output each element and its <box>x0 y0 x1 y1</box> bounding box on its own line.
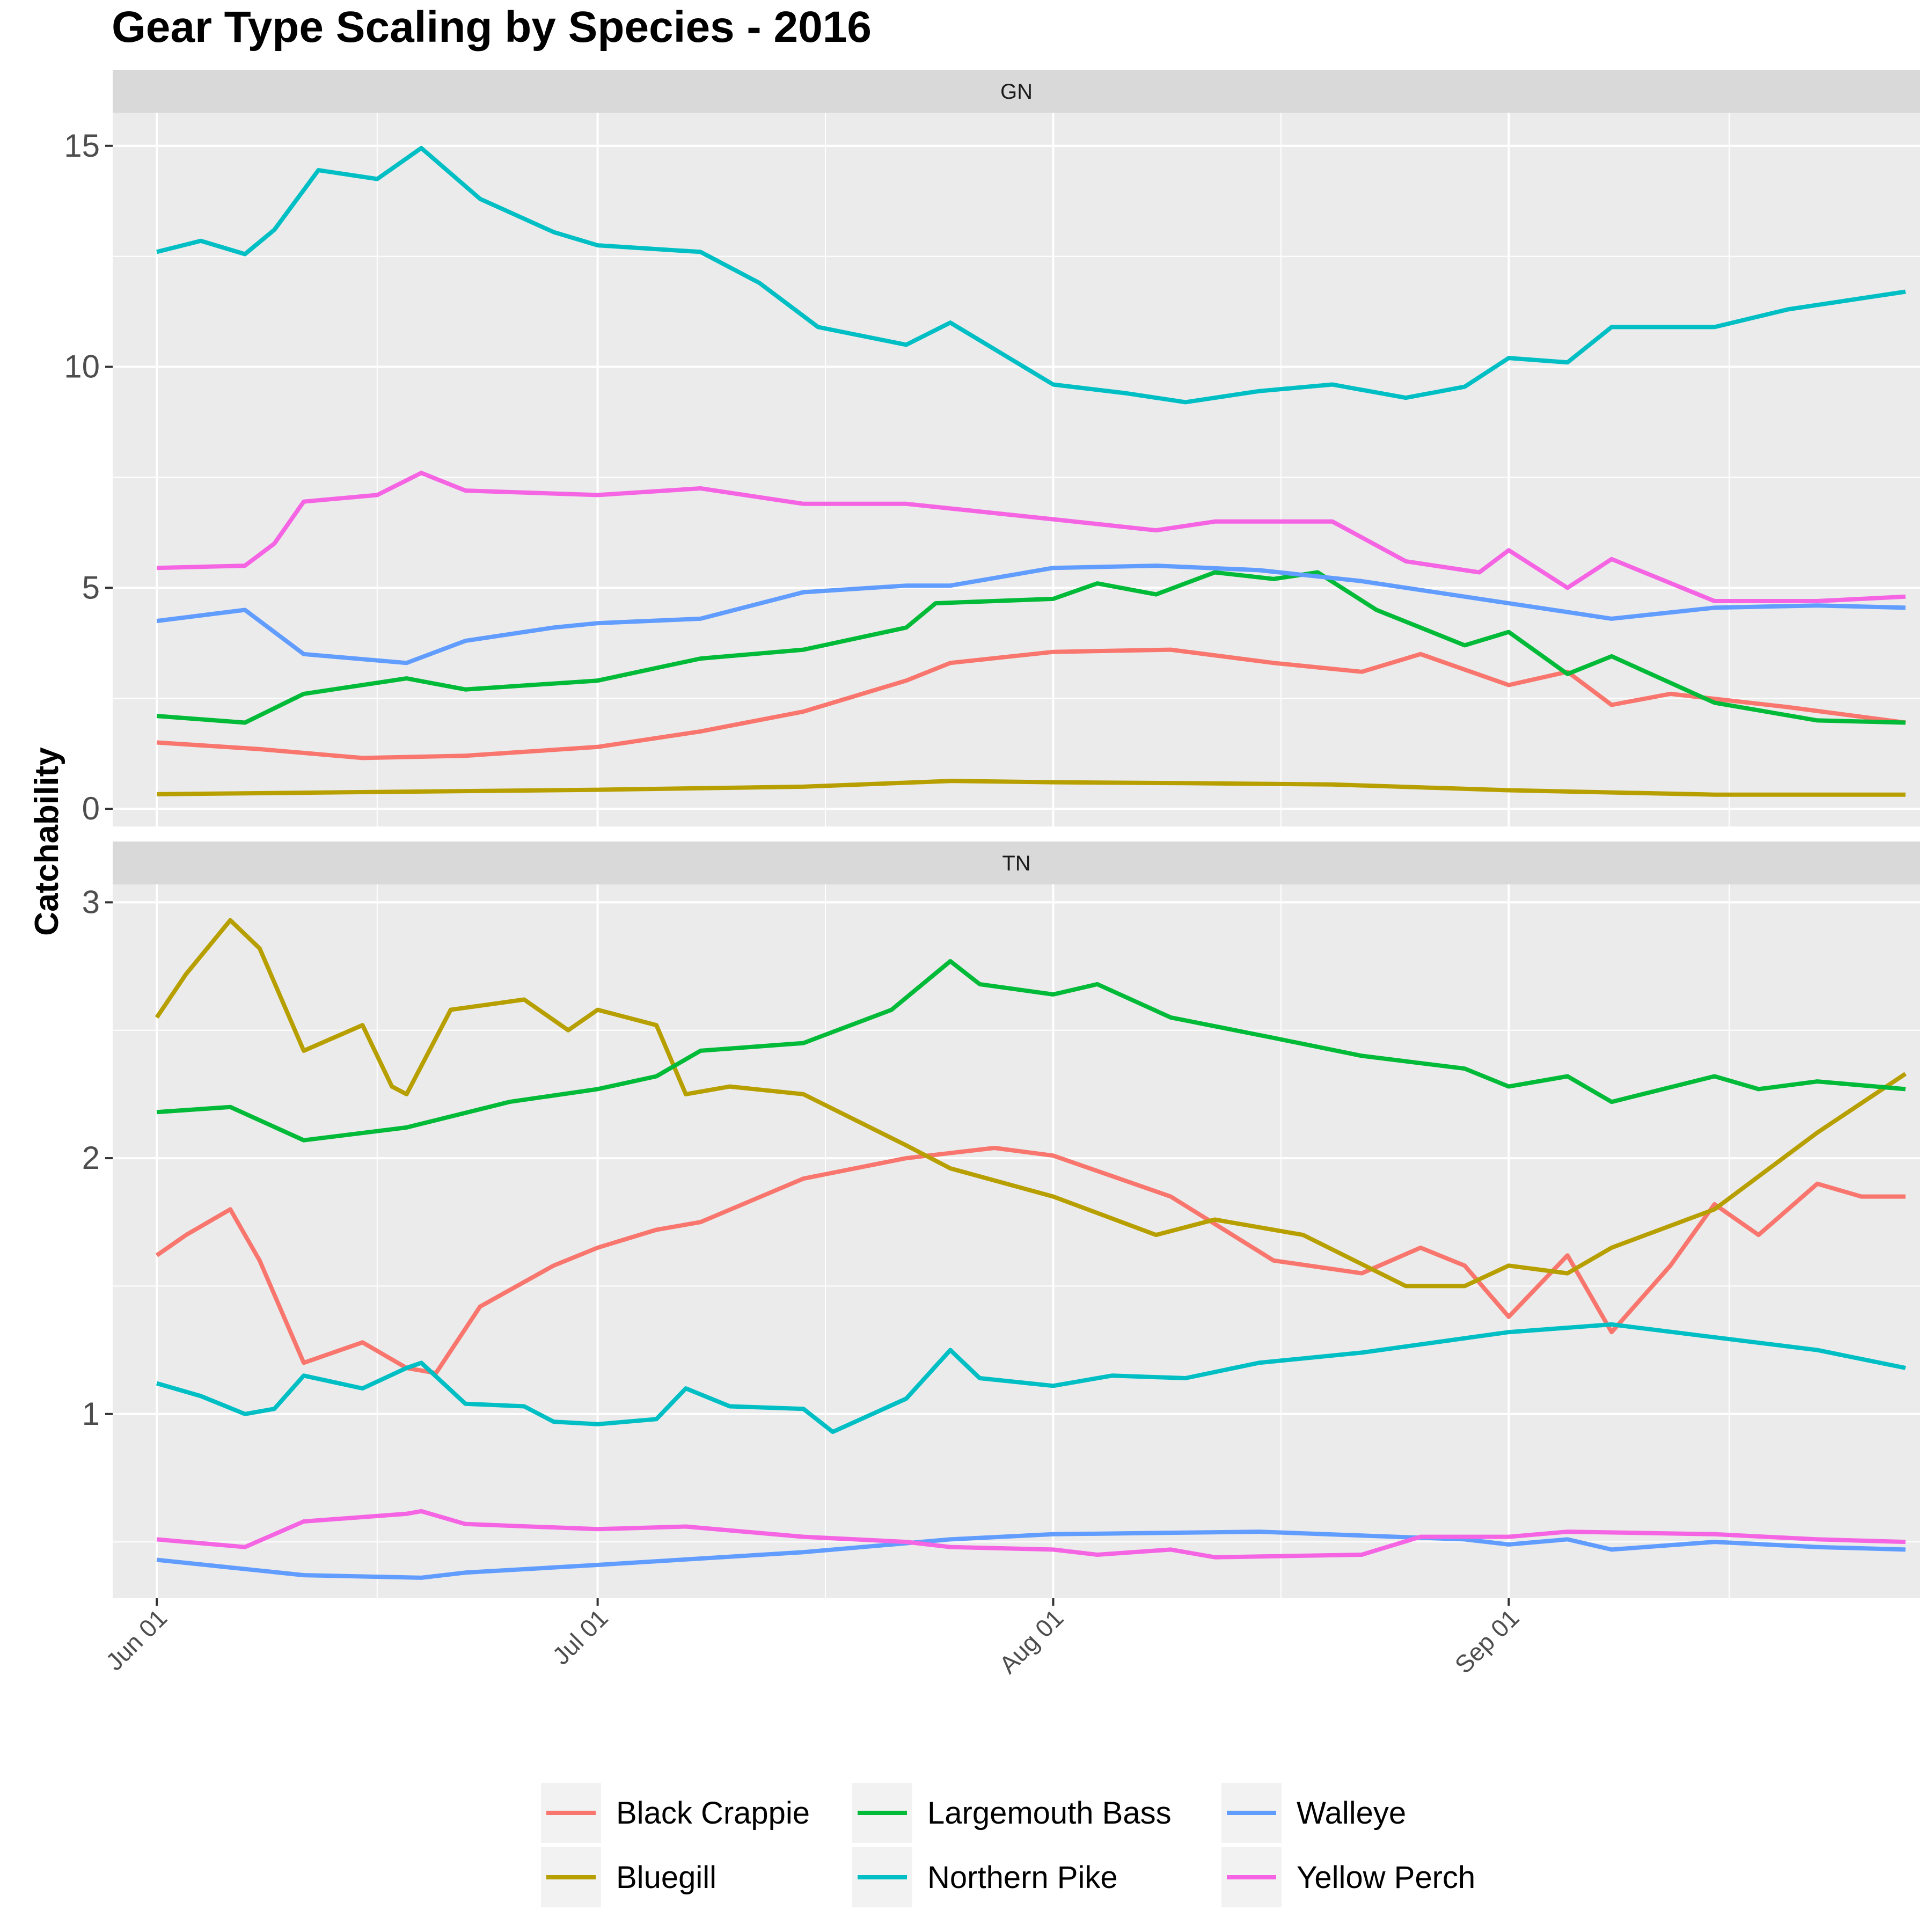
series-line-largemouth-bass <box>156 959 1906 1143</box>
x-axis: Jun 01 Jul 01 Aug 01 Sep 01 <box>100 1598 1525 1679</box>
facet-strip-label: GN <box>1000 80 1033 104</box>
legend-item-yellow-perch: Yellow Perch <box>1221 1847 1475 1907</box>
facet-strip <box>113 841 1920 884</box>
legend-item-walleye: Walleye <box>1221 1783 1406 1843</box>
facet-panel-gn: GN 0 5 10 15 <box>64 70 1920 826</box>
series-line-bluegill <box>155 918 1907 1289</box>
y-tick-label: 5 <box>82 569 100 605</box>
facet-strip <box>113 70 1920 113</box>
series-line-walleye <box>156 564 1906 665</box>
y-tick-label: 2 <box>82 1140 100 1176</box>
panel-background <box>113 113 1920 826</box>
legend-label: Black Crappie <box>616 1796 810 1831</box>
legend-label: Bluegill <box>616 1860 716 1895</box>
series-line-yellow-perch <box>157 471 1906 603</box>
x-tick-label: Jun 01 <box>100 1604 172 1675</box>
y-tick-label: 0 <box>82 791 100 826</box>
panel-background <box>113 884 1920 1598</box>
series-line-northern-pike <box>156 1322 1906 1435</box>
legend-label: Walleye <box>1297 1796 1406 1831</box>
facet-panel-tn: TN 1 2 3 <box>82 841 1920 1598</box>
y-tick-label: 10 <box>64 349 100 385</box>
x-tick-label: Aug 01 <box>994 1604 1069 1679</box>
series-line-yellow-perch <box>156 1509 1906 1560</box>
legend-item-bluegill: Bluegill <box>541 1847 716 1907</box>
series-line-largemouth-bass <box>156 570 1906 725</box>
series-line-northern-pike <box>156 145 1906 405</box>
legend-item-black-crappie: Black Crappie <box>541 1783 810 1843</box>
series-line-bluegill <box>157 779 1906 797</box>
chart-title: Gear Type Scaling by Species - 2016 <box>112 3 872 52</box>
legend: Black Crappie Bluegill Largemouth Bass Nort… <box>541 1783 1475 1907</box>
series-line-walleye <box>156 1529 1906 1580</box>
legend-label: Northern Pike <box>927 1860 1118 1895</box>
legend-item-largemouth-bass: Largemouth Bass <box>852 1783 1172 1843</box>
x-tick-label: Sep 01 <box>1450 1604 1525 1679</box>
legend-item-northern-pike: Northern Pike <box>852 1847 1118 1907</box>
facet-strip-label: TN <box>1002 852 1030 875</box>
y-tick-label: 1 <box>82 1396 100 1432</box>
legend-label: Yellow Perch <box>1297 1860 1475 1895</box>
series-line-black-crappie <box>156 647 1906 760</box>
legend-label: Largemouth Bass <box>927 1796 1172 1831</box>
y-tick-label: 3 <box>82 884 100 920</box>
series-line-black-crappie <box>155 1146 1906 1375</box>
x-tick-label: Jul 01 <box>547 1604 613 1670</box>
y-tick-label: 15 <box>64 128 100 164</box>
